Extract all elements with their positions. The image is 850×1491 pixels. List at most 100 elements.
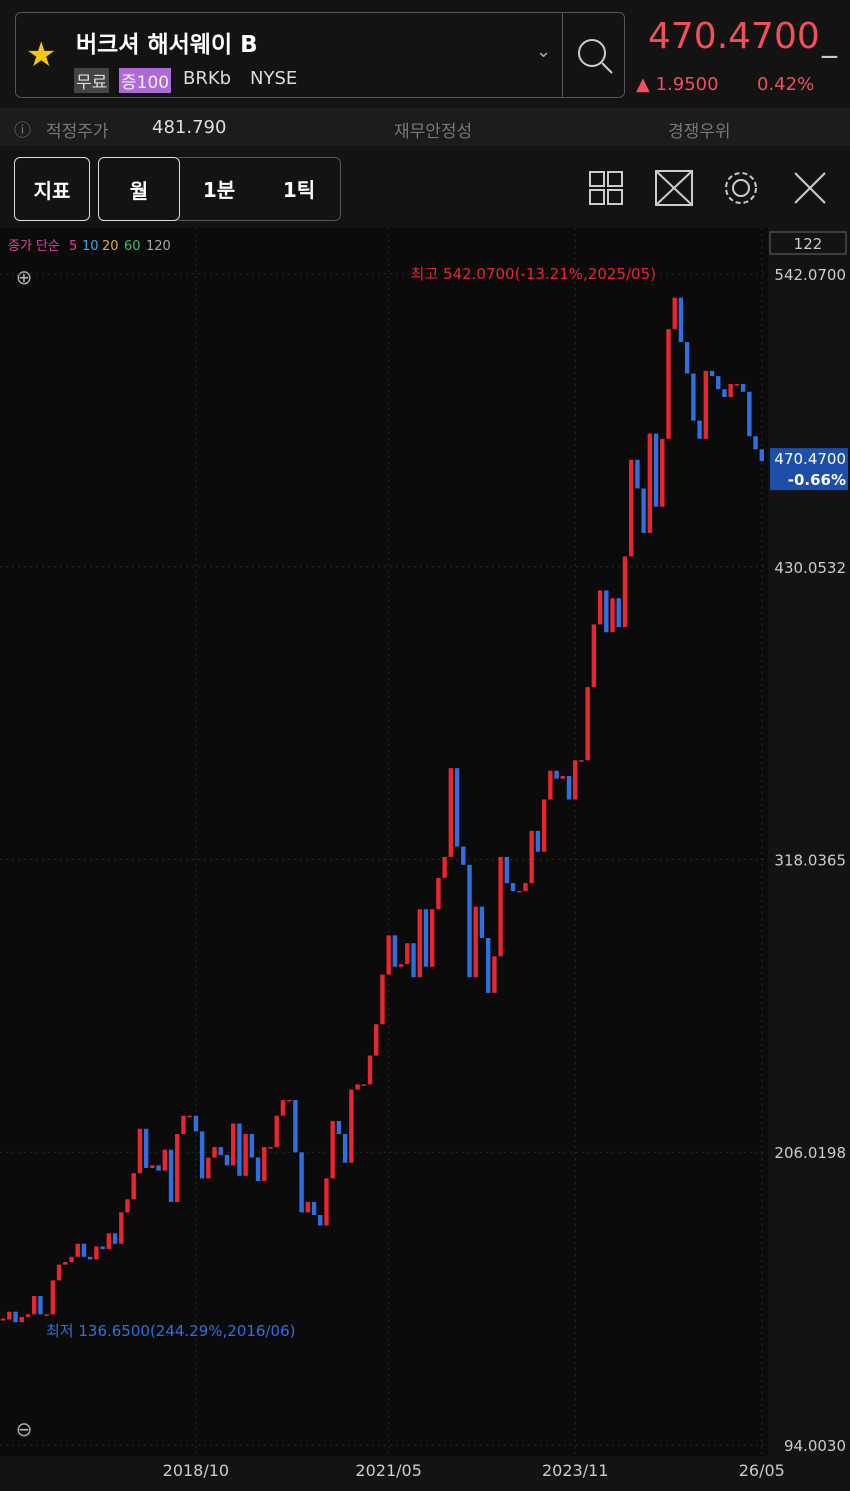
candle: [81, 1243, 87, 1257]
search-icon[interactable]: [574, 35, 618, 79]
candle: [119, 1212, 124, 1244]
candle: [442, 856, 447, 878]
candle: [106, 1233, 112, 1249]
candle: [734, 383, 740, 386]
candle: [684, 342, 690, 374]
candle: [504, 856, 510, 884]
stability[interactable]: 재무안정성: [394, 122, 473, 142]
legend: 20: [102, 239, 119, 254]
low-annotation: 최저 136.6500(244.29%,2016/06): [46, 1322, 295, 1340]
chart: 122 종가 단순 5 10 20 60 120 ⊕ ⊖ 94.0030 206.…: [0, 228, 848, 1480]
candle: [467, 864, 472, 978]
candle: [398, 964, 404, 967]
candle: [423, 909, 429, 967]
stock-name: 버크셔 해서웨이 B: [76, 32, 258, 58]
candle: [38, 1296, 43, 1315]
candle: [311, 1201, 317, 1216]
candle: [355, 1084, 360, 1090]
button[interactable]: 1틱: [282, 177, 316, 202]
x-tick-label: 2023/11: [542, 1461, 608, 1480]
candle: [473, 906, 478, 978]
candle: [293, 1100, 298, 1153]
minimize[interactable]: _: [822, 24, 837, 59]
candle: [187, 1115, 192, 1118]
candle: [131, 1173, 136, 1200]
price: 470.4700: [648, 16, 820, 57]
tool-icons[interactable]: [580, 165, 840, 211]
candle: [647, 433, 653, 533]
y-tick-label: 318.0365: [774, 852, 846, 870]
candle: [13, 1311, 18, 1323]
candle: [268, 1147, 273, 1149]
candle: [137, 1128, 143, 1174]
candle: [249, 1134, 255, 1158]
legend: 60: [124, 239, 141, 254]
info-icon[interactable]: ⓘ: [14, 121, 31, 141]
candle: [548, 770, 553, 800]
badge: 무료: [74, 68, 110, 93]
y-tick-label: 542.0700: [774, 266, 846, 284]
candle: [604, 590, 609, 633]
change-value: 1.9500: [655, 74, 719, 95]
candle: [747, 391, 752, 437]
candle: [280, 1100, 286, 1116]
last-price-box: [770, 448, 848, 491]
candle: [305, 1201, 311, 1213]
candle: [740, 383, 746, 392]
last-price: 470.4700: [774, 450, 846, 468]
candle: [143, 1128, 149, 1168]
change: ▲ 1.9500: [636, 74, 719, 95]
x-tick-label: 2021/05: [355, 1461, 421, 1480]
candle: [56, 1264, 62, 1281]
candle: [660, 438, 665, 507]
candle: [597, 590, 603, 625]
candle: [386, 935, 391, 975]
candle: [498, 856, 503, 957]
candle: [150, 1165, 155, 1168]
divider: [562, 13, 563, 97]
candle: [709, 370, 715, 377]
dropdown[interactable]: ⌄: [536, 41, 552, 62]
change-pct: 0.42%: [757, 74, 815, 95]
legend: 종가 단순: [8, 239, 60, 254]
candle: [560, 775, 565, 779]
candle: [175, 1134, 180, 1202]
zoom-out[interactable]: ⊖: [16, 1417, 33, 1441]
button[interactable]: 지표: [14, 157, 90, 221]
fair-value: 481.790: [152, 117, 227, 138]
candle: [361, 1084, 366, 1086]
candle: [367, 1055, 373, 1085]
candle: [349, 1089, 354, 1163]
count-label: 122: [794, 235, 823, 253]
candle: [168, 1149, 174, 1202]
candle: [429, 909, 435, 967]
candle: [529, 830, 534, 884]
candle: [510, 883, 516, 891]
candle: [535, 830, 541, 852]
candle: [703, 370, 709, 439]
button-group: [178, 157, 341, 221]
high-annotation: 최고 542.0700(-13.21%,2025/05): [411, 265, 656, 283]
candle: [672, 297, 677, 330]
search-box[interactable]: ★ 버크셔 해서웨이 B 무료 증100 BRKb NYSE ⌄: [15, 12, 625, 98]
candle: [237, 1123, 242, 1176]
candle: [181, 1115, 186, 1135]
candle: [125, 1199, 130, 1213]
candle: [262, 1147, 267, 1182]
candle: [454, 768, 460, 847]
candle: [0, 1318, 6, 1321]
star[interactable]: ★: [26, 35, 57, 75]
zoom-in[interactable]: ⊕: [16, 265, 33, 289]
button[interactable]: 월: [98, 157, 180, 221]
y-tick-label: 94.0030: [784, 1437, 846, 1455]
legend: 120: [146, 239, 171, 254]
advantage[interactable]: 경쟁우위: [668, 122, 731, 142]
x-tick-label: 26/05: [739, 1461, 785, 1480]
candle: [50, 1280, 56, 1315]
button[interactable]: 1분: [202, 177, 236, 202]
candle: [523, 883, 528, 891]
candle: [610, 598, 615, 633]
candle: [286, 1100, 292, 1102]
y-tick-label: 430.0532: [774, 559, 846, 577]
candle: [336, 1120, 342, 1135]
